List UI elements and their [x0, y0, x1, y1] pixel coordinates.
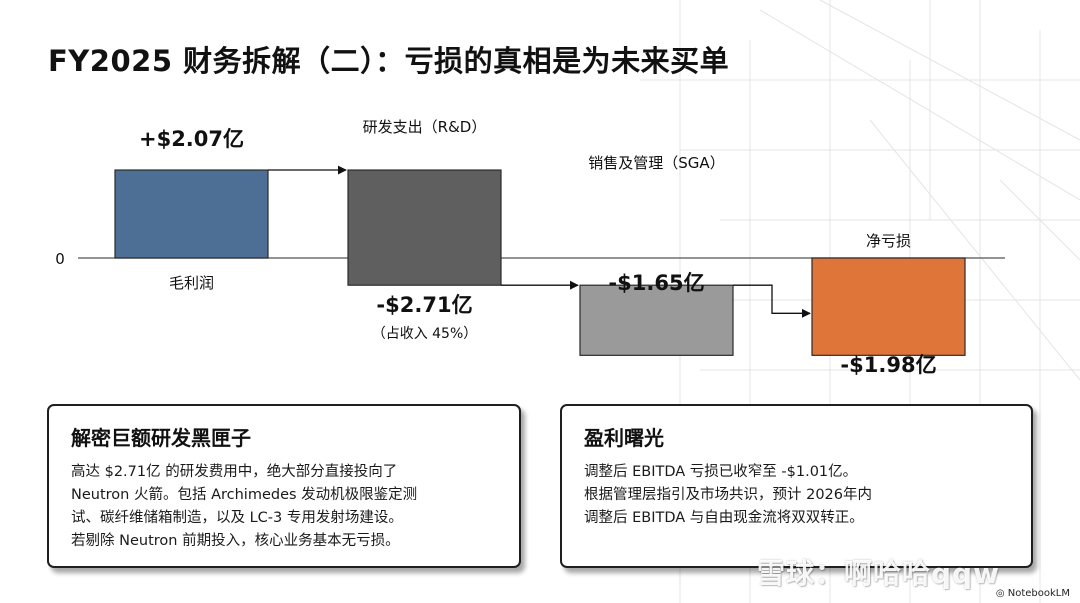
outlook-card-line: 根据管理层指引及市场共识，预计 2026年内 [584, 487, 873, 503]
rd-card-line: Neutron 火箭。包括 Archimedes 发动机极限鉴定测 [71, 487, 418, 503]
outlook-card-title: 盈利曙光 [584, 426, 664, 450]
bar-2 [579, 284, 734, 356]
rd-card-line: 若剔除 Neutron 前期投入，核心业务基本无亏损。 [71, 533, 400, 549]
notebooklm-brand: ◎ NotebookLM [996, 588, 1070, 599]
profit-outlook-card: 盈利曙光 调整后 EBITDA 亏损已收窄至 -$1.01亿。 根据管理层指引及… [560, 404, 1033, 568]
outlook-card-line: 调整后 EBITDA 与自由现金流将双双转正。 [584, 510, 864, 526]
value-label-gross-profit: +$2.07亿 [139, 127, 244, 151]
zero-tick-label: 0 [55, 250, 65, 268]
value-label-rd: -$2.71亿 [376, 293, 472, 317]
category-label-net-loss: 净亏损 [866, 232, 911, 250]
category-label-gross-profit: 毛利润 [169, 274, 214, 292]
notebooklm-label: NotebookLM [1007, 588, 1070, 599]
bar-0 [114, 169, 269, 259]
bar-1 [347, 169, 502, 286]
connector-arrow-3 [733, 284, 811, 318]
rd-explanation-card: 解密巨额研发黑匣子 高达 $2.71亿 的研发费用中，绝大部分直接投向了 Neu… [47, 404, 521, 568]
watermark-text: 雪球：啊哈哈qqw [757, 557, 1000, 590]
sublabel-rd-revenue-share: （占收入 45%） [372, 326, 478, 342]
outlook-card-line: 调整后 EBITDA 亏损已收窄至 -$1.01亿。 [584, 464, 858, 480]
category-label-rd: 研发支出（R&D） [363, 118, 487, 136]
value-label-sga: -$1.65亿 [608, 271, 704, 295]
waterfall-chart: 0 毛利润 研发支出（R&D） 销售及管理（SGA） 净亏损 +$2.07亿 -$2.71亿… [55, 118, 1005, 377]
bar-3 [811, 257, 966, 356]
rd-card-line: 高达 $2.71亿 的研发费用中，绝大部分直接投向了 [71, 464, 398, 480]
background-grid-decoration [620, 0, 1080, 603]
value-label-net-loss: -$1.98亿 [840, 353, 936, 377]
category-label-sga: 销售及管理（SGA） [588, 154, 724, 172]
rd-card-line: 试、碳纤维储箱制造，以及 LC-3 专用发射场建设。 [71, 510, 403, 526]
page-title: FY2025 财务拆解（二）：亏损的真相是为未来买单 [48, 44, 730, 78]
rd-card-title: 解密巨额研发黑匣子 [71, 426, 251, 450]
notebooklm-icon: ◎ [995, 588, 1008, 599]
